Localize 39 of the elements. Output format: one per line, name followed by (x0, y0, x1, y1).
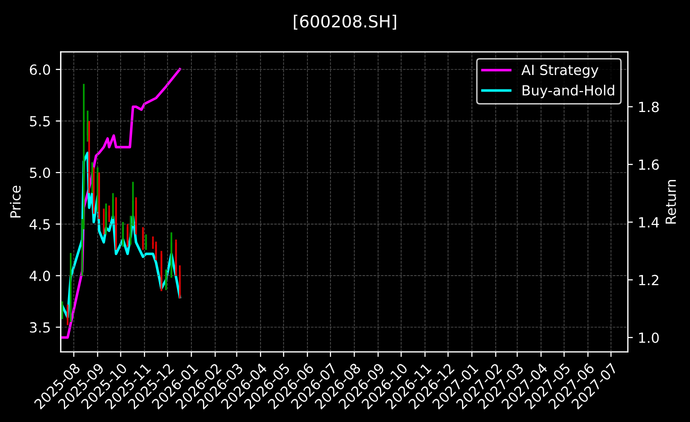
candlestick (175, 238, 177, 276)
y-tick-label: 6.0 (30, 64, 50, 75)
candlestick (102, 208, 105, 236)
y2-tick-label: 1.0 (639, 332, 659, 343)
y-tick-label: 4.0 (30, 270, 50, 282)
candlestick (70, 252, 72, 323)
candlestick (115, 196, 117, 251)
candlestick (145, 234, 147, 251)
legend-label: Buy-and-Hold (522, 84, 614, 98)
y2-tick-label: 1.8 (639, 102, 659, 112)
candlestick (61, 300, 64, 320)
y2-axis-title: Return (666, 180, 676, 224)
candlestick (179, 264, 181, 300)
y-tick-label: 4.5 (30, 219, 50, 230)
candlestick (135, 196, 137, 236)
candlestick (160, 250, 162, 292)
y2-tick-label: 1.6 (639, 159, 659, 170)
y2-tick-label: 1.4 (639, 217, 659, 228)
candlestick (92, 166, 95, 215)
candlestick (105, 202, 107, 236)
y-tick-label: 5.0 (30, 168, 50, 178)
candlestick (170, 232, 172, 279)
candlestick (66, 304, 68, 326)
y-tick-label: 5.5 (30, 116, 50, 126)
candlestick (142, 226, 144, 251)
y-axis-title: Price (10, 186, 21, 218)
candlestick (155, 240, 157, 262)
y-tick-label: 3.5 (30, 322, 50, 333)
candlestick (108, 204, 110, 223)
candlestick (122, 221, 124, 248)
candlestick (126, 223, 128, 248)
candlestick (96, 166, 98, 213)
chart-title: [600208.SH] (294, 14, 396, 30)
candlestick (112, 192, 114, 220)
legend-label: AI Strategy (521, 64, 598, 78)
candlestick (91, 161, 94, 194)
candlestick (86, 110, 88, 142)
candlestick (165, 268, 167, 291)
y2-tick-label: 1.2 (639, 274, 658, 286)
